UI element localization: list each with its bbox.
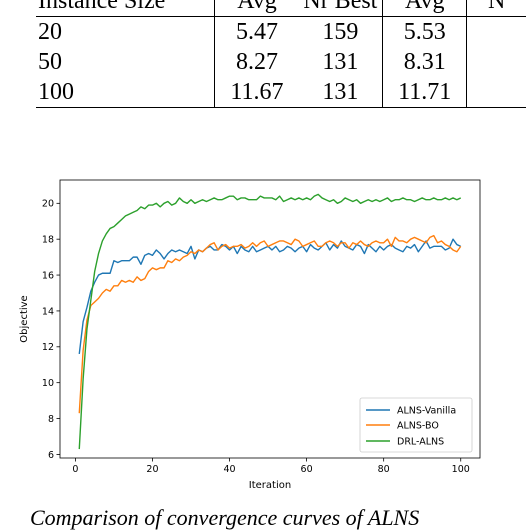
series-layer xyxy=(78,193,462,450)
y-tick-label: 20 xyxy=(42,199,54,210)
x-tick-label: 40 xyxy=(223,464,235,475)
series-line-drl-alns xyxy=(78,193,462,450)
plot-frame xyxy=(59,179,481,459)
legend-label-alns-vanilla: ALNS-Vanilla xyxy=(397,406,456,417)
table-cell: 50 xyxy=(38,49,62,75)
x-axis-label: Iteration xyxy=(249,480,291,491)
table-cell: 20 xyxy=(38,19,62,45)
series-line-alns-bo xyxy=(78,234,462,414)
y-tick-label: 10 xyxy=(42,378,54,389)
legend-box xyxy=(359,397,473,453)
results-table: Instance Size Avg Nr Best Avg N 20 5.47 … xyxy=(36,0,526,108)
x-tick-label: 60 xyxy=(301,464,313,475)
series-line-alns-vanilla xyxy=(78,238,462,355)
axes-layer: 0 20 40 60 80 100 6 8 10 12 14 16 18 20 xyxy=(42,199,470,475)
legend-label-alns-bo: ALNS-BO xyxy=(397,421,439,432)
table-cell: 131 xyxy=(322,79,359,105)
figure-caption: Comparison of convergence curves of ALNS xyxy=(30,505,420,530)
x-tick-label: 80 xyxy=(378,464,390,475)
table-cell: 8.31 xyxy=(382,47,467,77)
y-tick-label: 16 xyxy=(42,270,54,281)
table-header-cell: Avg xyxy=(382,0,467,17)
legend-label-drl-alns: DRL-ALNS xyxy=(397,437,444,448)
table-cell: 131 xyxy=(322,49,359,75)
table-cell: 5.47 xyxy=(214,16,299,47)
table-row: 50 8.27 131 8.31 xyxy=(36,47,526,77)
table-header-cell: Avg xyxy=(214,0,299,17)
x-tick-label: 0 xyxy=(72,464,78,475)
table-header-cell: N xyxy=(466,0,526,17)
y-tick-label: 12 xyxy=(42,342,54,353)
x-tick-label: 100 xyxy=(452,464,470,475)
y-tick-label: 6 xyxy=(48,450,54,461)
convergence-chart: 0 20 40 60 80 100 6 8 10 12 14 16 18 20 Iteration Obj… xyxy=(19,179,481,491)
table-cell: 100 xyxy=(38,79,74,105)
x-tick-label: 20 xyxy=(146,464,158,475)
table-header-cell: Nr Best xyxy=(303,0,378,14)
table-cell: 11.71 xyxy=(382,77,467,108)
table-cell: 11.67 xyxy=(214,77,299,108)
table-header-row: Instance Size Avg Nr Best Avg N xyxy=(36,0,526,17)
y-tick-label: 14 xyxy=(42,306,54,317)
table-cell xyxy=(466,47,526,77)
table-header-cell: Instance Size xyxy=(38,0,166,14)
chart-legend: ALNS-Vanilla ALNS-BO DRL-ALNS xyxy=(359,397,473,453)
table-cell xyxy=(466,77,526,108)
y-tick-label: 18 xyxy=(42,235,54,246)
table-cell: 8.27 xyxy=(214,47,299,77)
table-row: 100 11.67 131 11.71 xyxy=(36,77,526,108)
table-cell: 159 xyxy=(322,19,359,45)
table-cell: 5.53 xyxy=(382,16,467,47)
table-cell xyxy=(466,16,526,47)
y-tick-label: 8 xyxy=(48,414,54,425)
y-axis-label: Objective xyxy=(19,295,30,342)
table-row: 20 5.47 159 5.53 xyxy=(36,16,526,47)
